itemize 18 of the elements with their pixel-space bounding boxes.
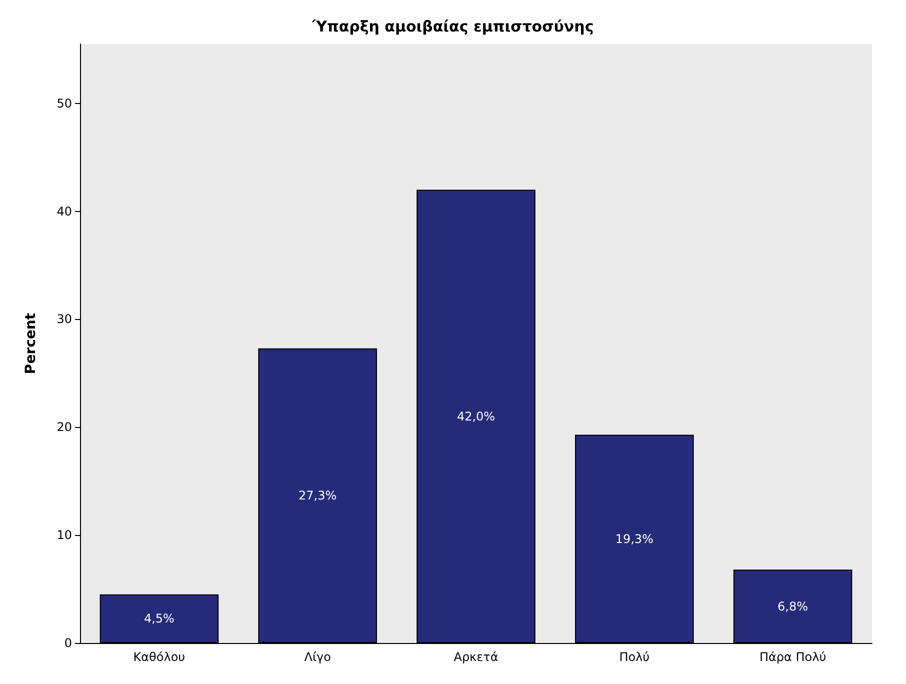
y-tick-label: 10 — [56, 528, 72, 542]
data-label: 42,0% — [456, 409, 496, 424]
data-label: 4,5% — [144, 612, 174, 626]
x-tick-label: Πολύ — [619, 650, 650, 664]
chart-title: Ύπαρξη αμοιβαίας εμπιστοσύνης — [311, 18, 594, 36]
data-label: 27,3% — [298, 488, 337, 503]
y-axis-title: Percent — [23, 312, 39, 374]
data-label: 19,3% — [615, 532, 654, 546]
y-tick-label: 20 — [56, 420, 72, 434]
y-tick-label: 50 — [56, 96, 72, 110]
y-tick-label: 0 — [64, 636, 72, 650]
x-tick-label: Καθόλου — [133, 650, 186, 664]
x-tick-label: Λίγο — [304, 650, 331, 664]
y-tick-label: 40 — [56, 204, 72, 218]
y-tick-label: 30 — [56, 312, 72, 326]
x-tick-label: Αρκετά — [454, 650, 498, 664]
data-label: 6,8% — [778, 599, 808, 614]
x-tick-label: Πάρα Πολύ — [759, 650, 826, 664]
